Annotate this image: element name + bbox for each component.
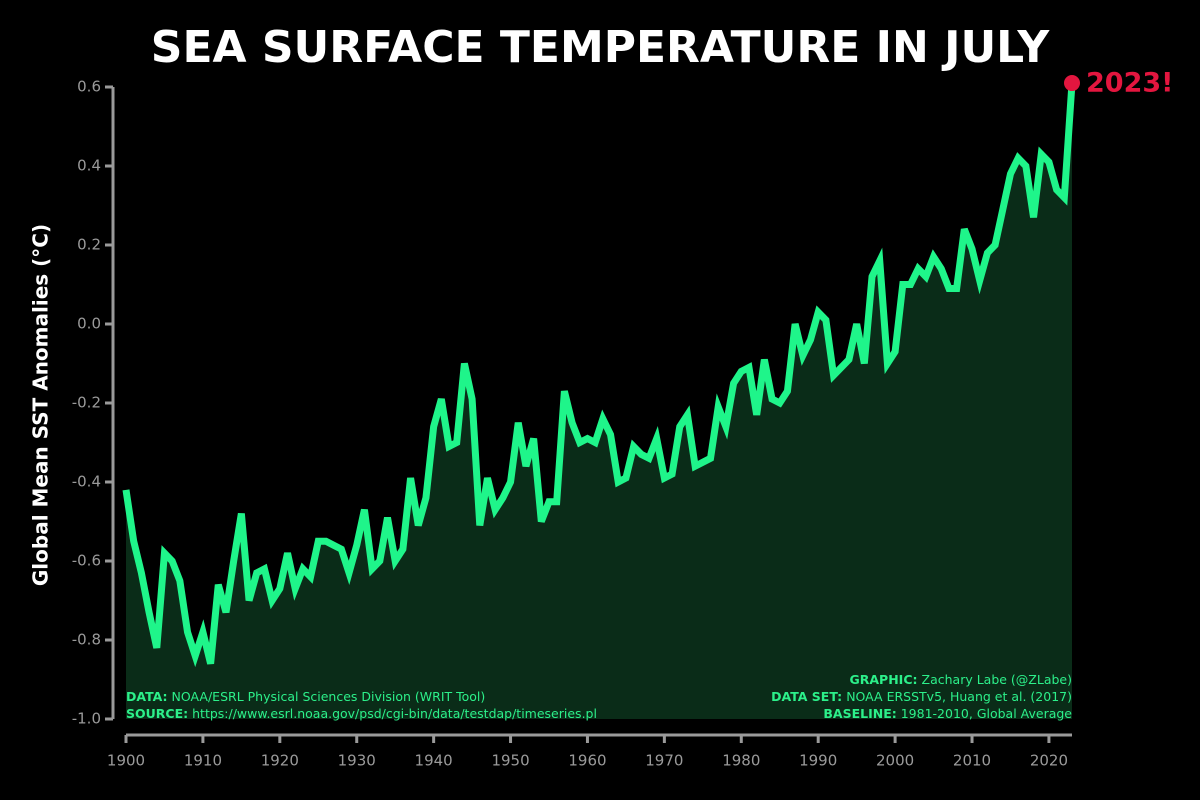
y-tick-label: 0.0 bbox=[77, 315, 101, 333]
y-tick-label: -0.2 bbox=[72, 394, 101, 412]
y-tick-label: -0.8 bbox=[72, 631, 101, 649]
x-tick-label: 2010 bbox=[953, 752, 991, 770]
x-tick-label: 2000 bbox=[876, 752, 914, 770]
area bbox=[126, 83, 1072, 720]
y-tick-label: 0.2 bbox=[77, 236, 101, 254]
credit-label: DATA: bbox=[126, 689, 168, 704]
x-tick-label: 1950 bbox=[491, 752, 529, 770]
credit-label: BASELINE: bbox=[823, 706, 896, 721]
credit-text: https://www.esrl.noaa.gov/psd/cgi-bin/da… bbox=[192, 706, 597, 721]
annotation: 2023! bbox=[1086, 68, 1173, 99]
credit-label: SOURCE: bbox=[126, 706, 188, 721]
y-tick-label: -0.6 bbox=[72, 552, 101, 570]
x-tick-label: 1980 bbox=[722, 752, 760, 770]
x-tick-label: 1910 bbox=[184, 752, 222, 770]
x-tick-label: 1900 bbox=[107, 752, 145, 770]
highlight-point bbox=[1064, 75, 1080, 92]
x-tick-label: 1930 bbox=[338, 752, 376, 770]
credit: SOURCE: https://www.esrl.noaa.gov/psd/cgi… bbox=[126, 706, 597, 721]
y-tick-label: 0.6 bbox=[77, 78, 101, 96]
credit: DATA SET: NOAA ERSSTv5, Huang et al. (201… bbox=[771, 689, 1072, 704]
x-tick-label: 1990 bbox=[799, 752, 837, 770]
y-tick-label: -0.4 bbox=[72, 473, 101, 491]
x-tick-label: 1960 bbox=[568, 752, 606, 770]
x-tick-label: 2020 bbox=[1030, 752, 1068, 770]
chart-title: SEA SURFACE TEMPERATURE IN JULY bbox=[151, 22, 1051, 73]
x-tick-label: 1940 bbox=[415, 752, 453, 770]
credit: GRAPHIC: Zachary Labe (@ZLabe) bbox=[850, 672, 1073, 687]
credit-text: 1981-2010, Global Average bbox=[901, 706, 1073, 721]
credit: DATA: NOAA/ESRL Physical Sciences Divisio… bbox=[126, 689, 485, 704]
credit-text: NOAA/ESRL Physical Sciences Division (WR… bbox=[172, 689, 486, 704]
credit-label: GRAPHIC: bbox=[850, 672, 918, 687]
x-tick-label: 1970 bbox=[645, 752, 683, 770]
x-tick-label: 1920 bbox=[261, 752, 299, 770]
y-axis-label: Global Mean SST Anomalies (°C) bbox=[29, 224, 53, 586]
credit-text: Zachary Labe (@ZLabe) bbox=[922, 672, 1072, 687]
credit: BASELINE: 1981-2010, Global Average bbox=[823, 706, 1072, 721]
y-tick-label: -1.0 bbox=[72, 710, 101, 728]
y-tick-label: 0.4 bbox=[77, 157, 101, 175]
line bbox=[122, 82, 1076, 668]
credit-label: DATA SET: bbox=[771, 689, 842, 704]
credit-text: NOAA ERSSTv5, Huang et al. (2017) bbox=[846, 689, 1072, 704]
